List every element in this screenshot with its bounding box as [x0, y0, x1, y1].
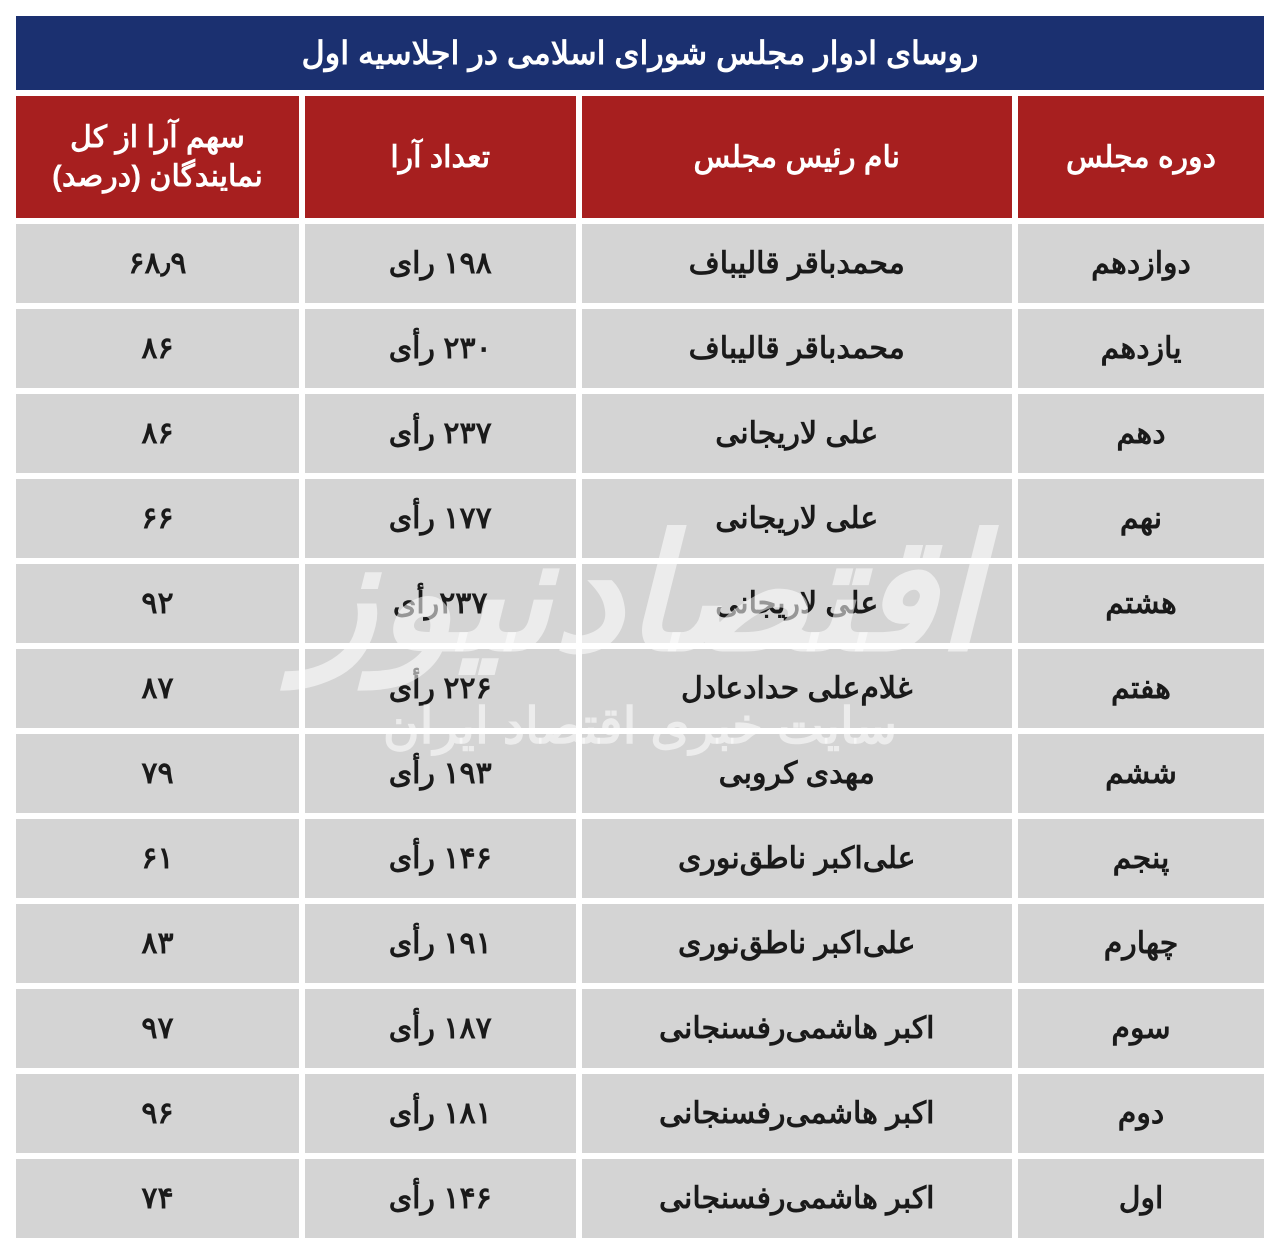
- table-row: دوازدهممحمدباقر قالیباف۱۹۸ رای۶۸٫۹: [16, 224, 1264, 303]
- cell-period: سوم: [1018, 989, 1264, 1068]
- cell-name: اکبر هاشمی‌رفسنجانی: [582, 989, 1013, 1068]
- table-row: نهمعلی لاریجانی۱۷۷ رأی۶۶: [16, 479, 1264, 558]
- cell-period: اول: [1018, 1159, 1264, 1238]
- table-row: اولاکبر هاشمی‌رفسنجانی۱۴۶ رأی۷۴: [16, 1159, 1264, 1238]
- cell-period: یازدهم: [1018, 309, 1264, 388]
- title-row: روسای ادوار مجلس شورای اسلامی در اجلاسیه…: [16, 16, 1264, 90]
- cell-votes: ۱۸۱ رأی: [305, 1074, 576, 1153]
- cell-period: هفتم: [1018, 649, 1264, 728]
- cell-name: اکبر هاشمی‌رفسنجانی: [582, 1159, 1013, 1238]
- cell-share: ۹۶: [16, 1074, 299, 1153]
- cell-votes: ۱۴۶ رأی: [305, 1159, 576, 1238]
- cell-period: پنجم: [1018, 819, 1264, 898]
- header-row: دوره مجلس نام رئیس مجلس تعداد آرا سهم آر…: [16, 96, 1264, 218]
- cell-share: ۷۴: [16, 1159, 299, 1238]
- table-row: دهمعلی لاریجانی۲۳۷ رأی۸۶: [16, 394, 1264, 473]
- cell-name: علی لاریجانی: [582, 564, 1013, 643]
- cell-share: ۶۸٫۹: [16, 224, 299, 303]
- cell-name: علی لاریجانی: [582, 479, 1013, 558]
- cell-votes: ۲۳۷ رأی: [305, 394, 576, 473]
- cell-share: ۸۷: [16, 649, 299, 728]
- cell-votes: ۱۸۷ رأی: [305, 989, 576, 1068]
- cell-votes: ۲۳۷رأی: [305, 564, 576, 643]
- cell-share: ۸۶: [16, 394, 299, 473]
- cell-name: محمدباقر قالیباف: [582, 224, 1013, 303]
- table-row: دوماکبر هاشمی‌رفسنجانی۱۸۱ رأی۹۶: [16, 1074, 1264, 1153]
- cell-name: علی‌اکبر ناطق‌نوری: [582, 904, 1013, 983]
- cell-votes: ۱۴۶ رأی: [305, 819, 576, 898]
- col-period: دوره مجلس: [1018, 96, 1264, 218]
- col-share: سهم آرا از کل نمایندگان (درصد): [16, 96, 299, 218]
- cell-votes: ۱۹۳ رأی: [305, 734, 576, 813]
- cell-name: علی لاریجانی: [582, 394, 1013, 473]
- cell-share: ۶۶: [16, 479, 299, 558]
- col-name: نام رئیس مجلس: [582, 96, 1013, 218]
- cell-votes: ۱۹۸ رای: [305, 224, 576, 303]
- cell-name: محمدباقر قالیباف: [582, 309, 1013, 388]
- col-votes: تعداد آرا: [305, 96, 576, 218]
- cell-share: ۹۷: [16, 989, 299, 1068]
- cell-period: چهارم: [1018, 904, 1264, 983]
- table-body: دوازدهممحمدباقر قالیباف۱۹۸ رای۶۸٫۹یازدهم…: [16, 224, 1264, 1238]
- table-row: چهارمعلی‌اکبر ناطق‌نوری۱۹۱ رأی۸۳: [16, 904, 1264, 983]
- cell-period: ششم: [1018, 734, 1264, 813]
- cell-votes: ۱۷۷ رأی: [305, 479, 576, 558]
- table-title: روسای ادوار مجلس شورای اسلامی در اجلاسیه…: [16, 16, 1264, 90]
- data-table: روسای ادوار مجلس شورای اسلامی در اجلاسیه…: [10, 10, 1270, 1244]
- cell-votes: ۲۲۶ رأی: [305, 649, 576, 728]
- cell-share: ۶۱: [16, 819, 299, 898]
- cell-votes: ۱۹۱ رأی: [305, 904, 576, 983]
- cell-period: دوازدهم: [1018, 224, 1264, 303]
- cell-name: مهدی کروبی: [582, 734, 1013, 813]
- table-row: پنجمعلی‌اکبر ناطق‌نوری۱۴۶ رأی۶۱: [16, 819, 1264, 898]
- parliament-speakers-table: روسای ادوار مجلس شورای اسلامی در اجلاسیه…: [10, 10, 1270, 1244]
- cell-period: دهم: [1018, 394, 1264, 473]
- cell-name: علی‌اکبر ناطق‌نوری: [582, 819, 1013, 898]
- cell-period: دوم: [1018, 1074, 1264, 1153]
- cell-name: اکبر هاشمی‌رفسنجانی: [582, 1074, 1013, 1153]
- cell-name: غلام‌علی حدادعادل: [582, 649, 1013, 728]
- cell-period: نهم: [1018, 479, 1264, 558]
- table-row: سوماکبر هاشمی‌رفسنجانی۱۸۷ رأی۹۷: [16, 989, 1264, 1068]
- cell-share: ۹۲: [16, 564, 299, 643]
- table-row: یازدهممحمدباقر قالیباف۲۳۰ رأی۸۶: [16, 309, 1264, 388]
- cell-share: ۸۳: [16, 904, 299, 983]
- table-row: هفتمغلام‌علی حدادعادل۲۲۶ رأی۸۷: [16, 649, 1264, 728]
- table-row: ششممهدی کروبی۱۹۳ رأی۷۹: [16, 734, 1264, 813]
- cell-period: هشتم: [1018, 564, 1264, 643]
- cell-votes: ۲۳۰ رأی: [305, 309, 576, 388]
- cell-share: ۸۶: [16, 309, 299, 388]
- table-row: هشتمعلی لاریجانی۲۳۷رأی۹۲: [16, 564, 1264, 643]
- cell-share: ۷۹: [16, 734, 299, 813]
